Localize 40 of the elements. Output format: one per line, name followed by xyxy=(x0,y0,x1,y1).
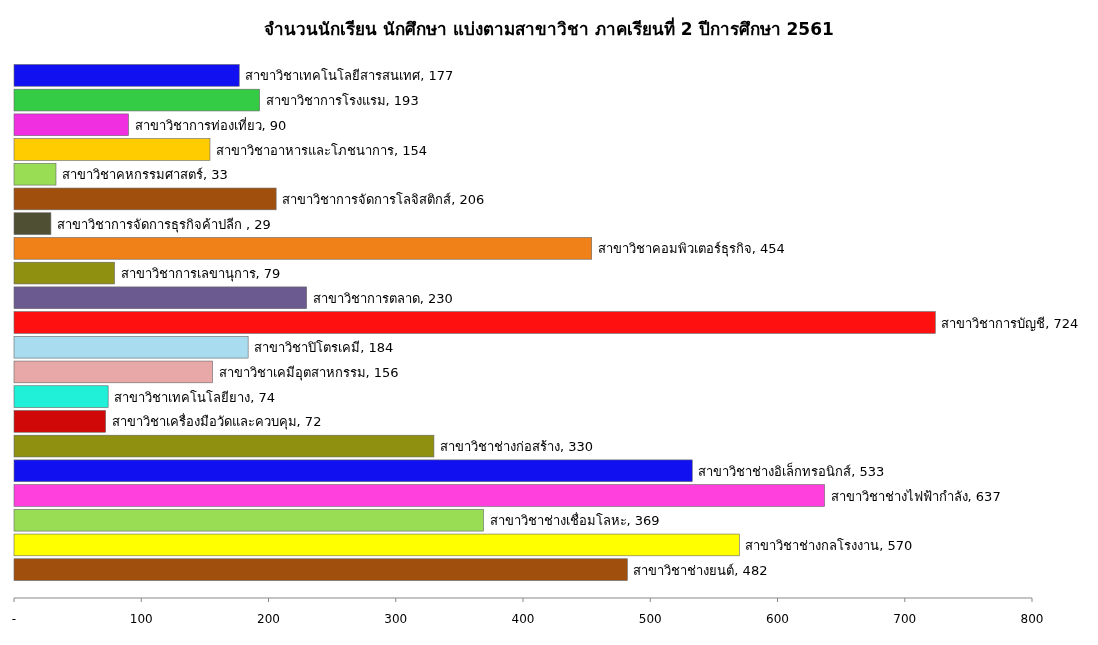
x-tick-label: - xyxy=(11,612,17,626)
bar xyxy=(13,410,106,433)
bar xyxy=(13,484,825,507)
data-label: สาขาวิชาการบัญชี, 724 xyxy=(941,315,1079,331)
data-label: สาขาวิชาเคมีอุตสาหกรรม, 156 xyxy=(218,364,399,381)
data-label: สาขาวิชาการจัดการโลจิสติกส์, 206 xyxy=(282,191,485,207)
data-label: สาขาวิชาช่างก่อสร้าง, 330 xyxy=(439,439,593,455)
data-label: สาขาวิชาช่างเชื่อมโลหะ, 369 xyxy=(489,512,660,529)
chart-title: จำนวนนักเรียน นักศึกษา แบ่งตามสาขาวิชา ภาคเรียนที่ 2 ปีการศึกษา 2561 xyxy=(264,17,834,39)
bar xyxy=(13,558,628,581)
bar xyxy=(13,311,936,334)
bar xyxy=(13,385,109,408)
data-label: สาขาวิชาการโรงแรม, 193 xyxy=(265,93,419,109)
x-tick-label: 400 xyxy=(511,612,535,626)
x-tick-label: 300 xyxy=(384,612,408,626)
data-label: สาขาวิชาช่างยนต์, 482 xyxy=(633,562,768,578)
data-label: สาขาวิชาปิโตรเคมี, 184 xyxy=(254,340,394,356)
bar xyxy=(13,138,211,161)
data-label: สาขาวิชาเทคโนโลยีสารสนเทศ, 177 xyxy=(245,68,454,84)
x-tick-label: 700 xyxy=(893,612,917,626)
data-label: สาขาวิชาการเลขานุการ, 79 xyxy=(120,266,281,283)
data-label: สาขาวิชาการตลาด, 230 xyxy=(312,290,453,306)
x-tick-label: 500 xyxy=(638,612,662,626)
x-tick-label: 200 xyxy=(257,612,280,626)
bar xyxy=(13,64,240,87)
data-label: สาขาวิชาการท่องเที่ยว, 90 xyxy=(134,116,287,133)
data-label: สาขาวิชาคหกรรมศาสตร์, 33 xyxy=(61,167,228,183)
data-label: สาขาวิชาคอมพิวเตอร์ธุรกิจ, 454 xyxy=(597,241,785,258)
data-label: สาขาวิชาช่างไฟฟ้ากำลัง, 637 xyxy=(830,488,1001,504)
data-label: สาขาวิชาเทคโนโลยียาง, 74 xyxy=(114,389,275,405)
data-label: สาขาวิชาช่างกลโรงงาน, 570 xyxy=(745,537,913,553)
data-label: สาขาวิชาอาหารและโภชนาการ, 154 xyxy=(215,142,428,158)
bar xyxy=(13,212,52,235)
data-label: สาขาวิชาเครื่องมือวัดและควบคุม, 72 xyxy=(111,413,322,431)
bar xyxy=(13,237,593,260)
x-tick-label: 600 xyxy=(766,612,789,626)
data-label: สาขาวิชาการจัดการธุรกิจค้าปลีก , 29 xyxy=(56,216,271,233)
x-tick-label: 800 xyxy=(1020,612,1044,626)
data-label: สาขาวิชาช่างอิเล็กทรอนิกส์, 533 xyxy=(698,461,885,479)
x-tick-label: 100 xyxy=(129,612,153,626)
